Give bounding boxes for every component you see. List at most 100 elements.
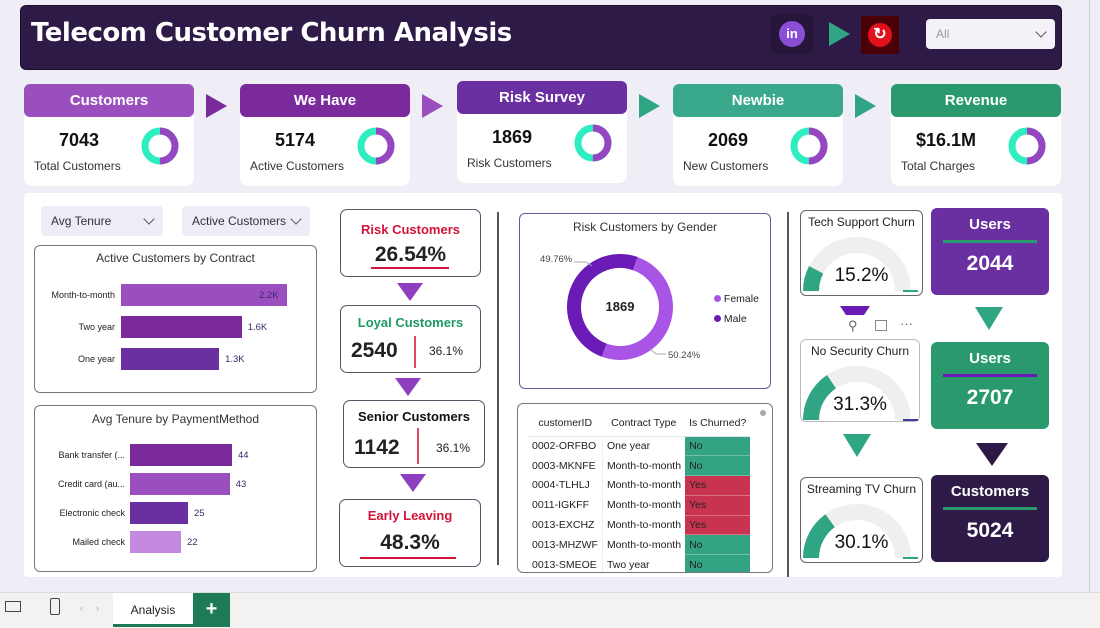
legend-dot xyxy=(714,315,721,322)
cell-contract: Two year xyxy=(601,554,686,572)
risk-customers-card: Risk Customers 26.54% xyxy=(340,209,481,277)
table-row[interactable]: 0003-MKNFE Month-to-month No xyxy=(528,455,751,477)
column-header[interactable]: Is Churned? xyxy=(689,416,747,429)
bar[interactable] xyxy=(121,284,287,306)
desktop-view-icon[interactable] xyxy=(5,601,21,612)
table-row[interactable]: 0013-EXCHZ Month-to-month Yes xyxy=(528,515,751,536)
users-card: Users 2707 xyxy=(931,342,1049,429)
refresh-icon[interactable]: ↻ xyxy=(861,16,899,54)
avg-tenure-slicer[interactable]: Avg Tenure xyxy=(41,206,163,236)
chart-title: Active Customers by Contract xyxy=(96,251,255,265)
leader-line xyxy=(649,348,666,355)
gauge-3[interactable]: Streaming TV Churn 30.1% xyxy=(800,477,923,563)
bar-label: Bank transfer (... xyxy=(58,450,125,460)
cell-contract: Month-to-month xyxy=(601,495,686,516)
gauge-2[interactable]: No Security Churn 31.3% xyxy=(800,339,920,422)
bar[interactable] xyxy=(121,348,220,370)
bar-value-label: 22 xyxy=(187,537,198,548)
next-page-icon[interactable]: › xyxy=(96,603,99,613)
card-title: Loyal Customers xyxy=(357,315,464,330)
bar[interactable] xyxy=(130,531,181,553)
kpi-card: Customers 7043 Total Customers xyxy=(24,84,194,186)
kpi-title: Customers xyxy=(24,84,194,117)
chevron-down-icon xyxy=(1035,26,1047,38)
active-customers-slicer[interactable]: Active Customers xyxy=(182,206,310,236)
bar-label: Credit card (au... xyxy=(57,479,125,489)
linkedin-icon[interactable]: in xyxy=(771,14,813,54)
scrollbar-thumb[interactable] xyxy=(760,410,766,416)
play-icon[interactable] xyxy=(829,22,850,46)
kpi-value: $16.1M xyxy=(915,130,977,150)
table-row[interactable]: 0002-ORFBO One year No xyxy=(528,436,751,457)
donut-slice-female[interactable] xyxy=(561,248,679,366)
kpi-donut-icon xyxy=(141,127,179,165)
gauge-1[interactable]: Tech Support Churn 15.2% xyxy=(800,210,923,296)
card-underline xyxy=(943,240,1037,243)
arrow-right-icon xyxy=(422,94,443,118)
card-title: Early Leaving xyxy=(367,508,453,523)
legend-dot xyxy=(714,295,721,302)
filter-value: All xyxy=(936,27,950,41)
legend-label: Female xyxy=(723,293,759,305)
cell-customer-id: 0002-ORFBO xyxy=(532,440,597,453)
legend-female[interactable]: Female xyxy=(714,293,759,305)
footer-bar: ‹ › Analysis + xyxy=(0,592,1100,628)
early-leaving-card: Early Leaving 48.3% xyxy=(339,499,481,567)
kpi-card: We Have 5174 Active Customers xyxy=(240,84,410,186)
gauge-value: 31.3% xyxy=(833,394,887,415)
page-title: Telecom Customer Churn Analysis xyxy=(31,18,512,48)
legend-label: Male xyxy=(723,313,747,325)
divider xyxy=(787,212,789,577)
ring-segment xyxy=(790,127,828,165)
table-row[interactable]: 0011-IGKFF Month-to-month Yes xyxy=(528,495,751,516)
column-header[interactable]: Contract Type xyxy=(611,416,677,429)
kpi-label: Total Charges xyxy=(901,159,976,173)
table-row[interactable]: 0013-SMEOE Two year No xyxy=(528,554,751,572)
ring-segment xyxy=(357,127,395,165)
gauge-title: Tech Support Churn xyxy=(808,215,915,229)
bar[interactable] xyxy=(130,473,230,495)
arrow-right-icon xyxy=(639,94,660,118)
cell-contract: Month-to-month xyxy=(601,534,686,555)
kpi-value: 1869 xyxy=(491,127,533,147)
tab-analysis[interactable]: Analysis xyxy=(113,593,193,627)
card-value: 48.3% xyxy=(380,531,440,554)
bar[interactable] xyxy=(121,316,242,338)
header-bar: Telecom Customer Churn Analysis in ↻ All xyxy=(20,5,1062,70)
card-title: Users xyxy=(969,216,1011,233)
arrow-down-icon xyxy=(843,434,871,457)
gauge-arc xyxy=(803,237,918,292)
scrollbar-track[interactable] xyxy=(1089,0,1090,592)
focus-mode-icon[interactable] xyxy=(875,320,887,331)
table-row[interactable]: 0013-MHZWF Month-to-month No xyxy=(528,534,751,556)
data-table: customerID Contract Type Is Churned? 000… xyxy=(528,410,751,572)
filter-dropdown[interactable]: All xyxy=(926,19,1055,49)
bar[interactable] xyxy=(130,444,232,466)
prev-page-icon[interactable]: ‹ xyxy=(80,603,83,613)
add-page-button[interactable]: + xyxy=(193,593,230,627)
kpi-title: Revenue xyxy=(891,84,1061,117)
more-options-icon[interactable]: ··· xyxy=(900,316,913,331)
donut-center-label: 1869 xyxy=(605,299,635,314)
card-value: 2044 xyxy=(966,252,1014,275)
bar-value-label: 43 xyxy=(235,479,247,490)
male-pct-label: 49.76% xyxy=(540,254,573,265)
kpi-label: Active Customers xyxy=(250,159,345,173)
phone-view-icon[interactable] xyxy=(50,598,60,615)
gauge-fill xyxy=(803,514,836,559)
cell-churned: No xyxy=(685,436,751,457)
table-row[interactable]: 0004-TLHLJ Month-to-month Yes xyxy=(528,475,751,496)
cell-customer-id: 0013-EXCHZ xyxy=(532,519,595,532)
cell-contract: Month-to-month xyxy=(601,475,686,496)
card-title: Users xyxy=(969,350,1011,367)
leader-line xyxy=(574,261,593,267)
kpi-value: 2069 xyxy=(707,130,749,150)
card-pct: 36.1% xyxy=(429,344,464,358)
chevron-down-icon xyxy=(290,213,302,225)
column-header[interactable]: customerID xyxy=(538,416,593,429)
legend-male[interactable]: Male xyxy=(714,313,747,325)
gauge-title: Streaming TV Churn xyxy=(806,482,917,496)
card-pct: 36.1% xyxy=(436,441,471,455)
filter-icon[interactable]: ⚲ xyxy=(848,318,858,333)
bar[interactable] xyxy=(130,502,188,524)
